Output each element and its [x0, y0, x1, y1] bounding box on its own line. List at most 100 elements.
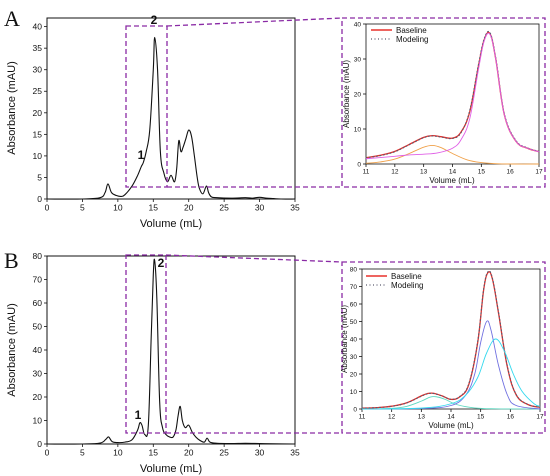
axis-ticks: 11 12 13 14 15 16 17 0 10 20 30 40 50 60 70 80: [350, 266, 544, 420]
legend-label-modeling: Modeling: [391, 281, 423, 290]
y-tick-label: 40: [350, 336, 358, 343]
plot-frame: [365, 23, 540, 165]
x-axis-label: Volume (mL): [428, 421, 474, 430]
fit-component-line: [361, 320, 541, 410]
chromatogram-line: [46, 258, 296, 445]
y-tick-label: 0: [353, 406, 357, 413]
y-tick-label: 5: [37, 172, 42, 182]
y-tick-label: 10: [33, 415, 43, 425]
x-tick-label: 13: [418, 414, 426, 421]
y-axis-label: Absorbance (mAU): [342, 60, 351, 128]
x-tick-label: 11: [363, 169, 370, 176]
fit-component-line: [361, 396, 541, 410]
series-layer: [46, 36, 296, 200]
y-axis-label: Absorbance (mAU): [340, 305, 349, 373]
axis-ticks: 0 5 10 15 20 25 30 35 0 5 10 15 20 25 30 35 40: [33, 22, 300, 213]
y-tick-label: 10: [350, 389, 358, 396]
y-tick-label: 35: [33, 43, 43, 53]
panel-b-zoom-chart: 11 12 13 14 15 16 17 0 10 20 30 40 50 60 70 80 Volume (…: [340, 266, 544, 430]
x-tick-label: 35: [290, 448, 300, 458]
y-tick-label: 15: [33, 129, 43, 139]
y-tick-label: 60: [33, 298, 43, 308]
highlight-box: [125, 25, 168, 188]
x-tick-label: 17: [536, 414, 544, 421]
x-tick-label: 11: [359, 414, 366, 421]
plot-frame: [46, 255, 296, 445]
y-tick-label: 20: [354, 91, 362, 98]
series-line-baseline: [365, 31, 540, 159]
y-tick-label: 30: [354, 56, 362, 63]
highlight-box: [125, 254, 167, 434]
y-tick-label: 70: [350, 284, 358, 291]
legend-label-baseline: Baseline: [391, 272, 422, 281]
series-layer: [46, 258, 296, 445]
series-layer: [365, 30, 540, 165]
legend: Baseline Modeling: [366, 272, 423, 290]
x-tick-label: 10: [113, 448, 123, 458]
fit-component-line: [365, 32, 540, 160]
x-axis-label: Volume (mL): [140, 463, 202, 475]
x-tick-label: 5: [80, 203, 85, 213]
connector-top: [165, 254, 343, 263]
x-tick-label: 5: [80, 448, 85, 458]
series-layer: [361, 270, 541, 410]
peak-label-1: 1: [138, 148, 145, 162]
x-axis-label: Volume (mL): [140, 218, 202, 230]
y-tick-label: 20: [350, 371, 358, 378]
x-tick-label: 30: [255, 203, 265, 213]
y-tick-label: 10: [354, 126, 362, 133]
y-tick-label: 30: [33, 65, 43, 75]
x-tick-label: 14: [447, 414, 455, 421]
y-tick-label: 40: [354, 21, 362, 28]
panel-a-zoom-chart: 11 12 13 14 15 16 17 0 10 20 30 40 Volume (mL) Abso…: [342, 21, 543, 185]
x-tick-label: 15: [478, 169, 486, 176]
y-tick-label: 30: [350, 354, 358, 361]
y-axis-label: Absorbance (mAU): [6, 61, 18, 155]
x-tick-label: 13: [420, 169, 428, 176]
x-tick-label: 0: [45, 203, 50, 213]
x-tick-label: 17: [535, 169, 543, 176]
y-tick-label: 0: [37, 439, 42, 449]
y-tick-label: 60: [350, 301, 358, 308]
y-tick-label: 70: [33, 274, 43, 284]
y-tick-label: 0: [357, 161, 361, 168]
connector-top: [166, 17, 343, 27]
panel-b-main-chart: 0 5 10 15 20 25 30 35 0 10 20 30 40 50 60 70 80 Volume (…: [6, 251, 300, 475]
axis-ticks: 11 12 13 14 15 16 17 0 10 20 30 40: [354, 21, 543, 175]
y-axis-label: Absorbance (mAU): [6, 303, 18, 397]
x-tick-label: 0: [45, 448, 50, 458]
zoom-connectors-a: [125, 17, 546, 188]
y-tick-label: 50: [33, 321, 43, 331]
inset-box: [341, 261, 546, 434]
peak-label-2: 2: [151, 13, 158, 27]
zoom-connectors-b: [125, 254, 546, 434]
x-tick-label: 25: [219, 203, 229, 213]
x-tick-label: 35: [290, 203, 300, 213]
legend-label-baseline: Baseline: [396, 26, 427, 35]
x-tick-label: 15: [149, 448, 159, 458]
fit-component-line: [365, 144, 540, 165]
peak-label-1: 1: [135, 408, 142, 422]
axis-ticks: 0 5 10 15 20 25 30 35 0 10 20 30 40 50 60 70 80: [33, 251, 300, 458]
y-tick-label: 40: [33, 345, 43, 355]
panel-label-b: B: [4, 248, 19, 273]
y-tick-label: 20: [33, 392, 43, 402]
series-line-modeling: [361, 270, 541, 409]
x-tick-label: 12: [391, 169, 399, 176]
y-tick-label: 80: [33, 251, 43, 261]
plot-frame: [46, 17, 296, 200]
peak-label-2: 2: [158, 256, 165, 270]
series-line-baseline: [361, 271, 541, 409]
legend-label-modeling: Modeling: [396, 35, 428, 44]
y-tick-label: 20: [33, 108, 43, 118]
x-axis-label: Volume (mL): [429, 176, 475, 185]
x-tick-label: 10: [113, 203, 123, 213]
y-tick-label: 0: [37, 194, 42, 204]
inset-box: [341, 17, 546, 188]
series-line-modeling: [365, 30, 540, 159]
y-tick-label: 30: [33, 368, 43, 378]
x-tick-label: 12: [388, 414, 396, 421]
